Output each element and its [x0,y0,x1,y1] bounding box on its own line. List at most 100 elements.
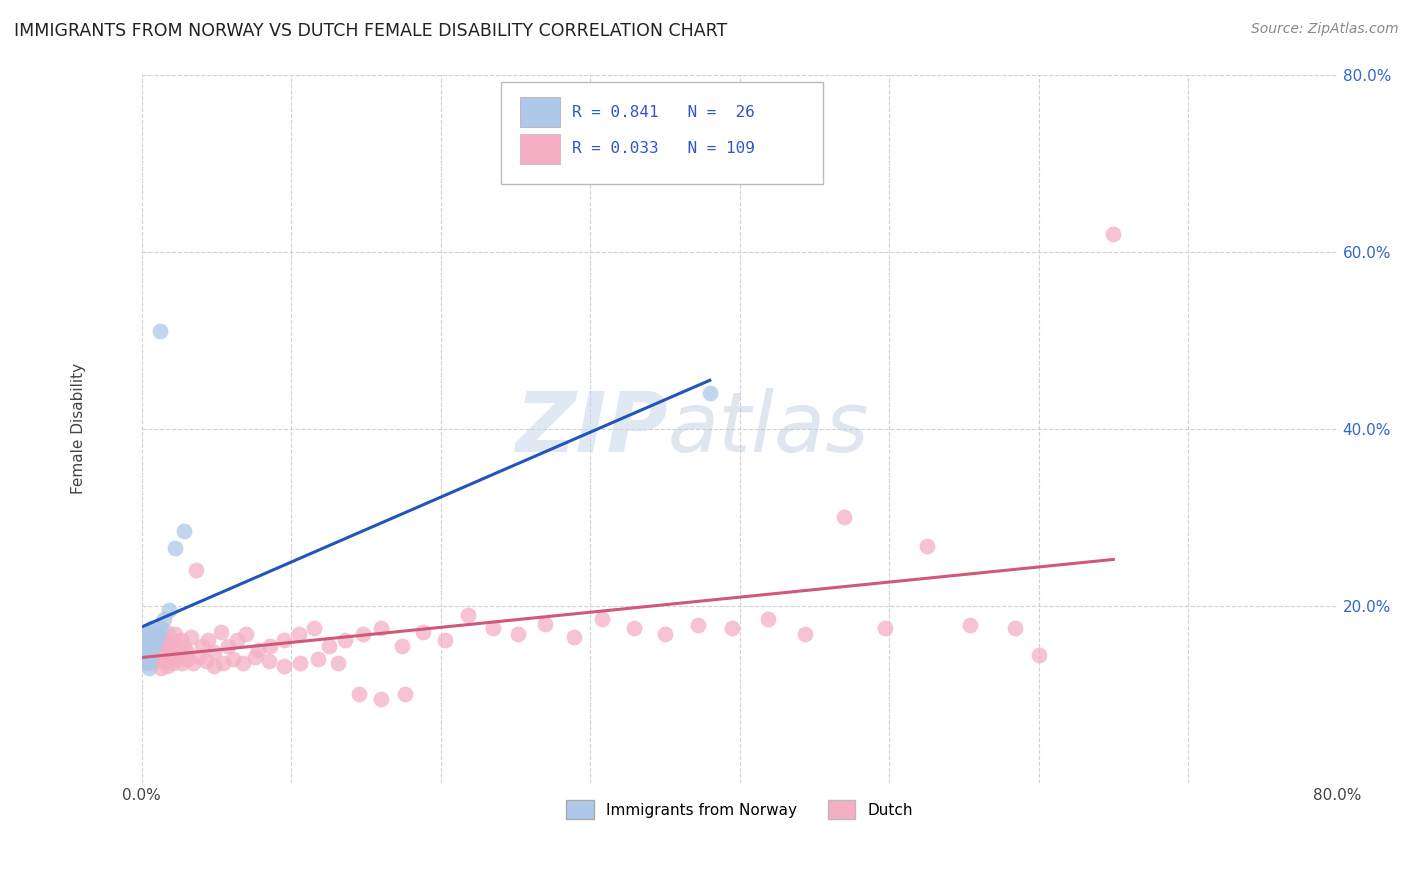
Point [273,659,295,673]
Point [143,627,166,641]
Point [482,621,505,635]
Point [157,603,180,617]
Point [209,625,232,640]
Point [136,625,159,640]
Point [150,661,173,675]
Point [141,636,163,650]
Point [159,639,181,653]
Point [202,659,225,673]
Point [141,630,163,644]
Point [153,654,176,668]
Point [457,607,479,622]
Point [142,643,165,657]
Point [169,632,191,647]
Point [145,645,167,659]
Point [136,650,159,665]
Point [1102,227,1125,241]
Point [134,634,156,648]
Point [160,632,183,647]
Point [135,657,157,671]
Point [150,645,173,659]
Point [153,632,176,647]
Point [138,661,160,675]
Point [915,539,938,553]
Point [132,645,155,659]
Point [352,627,374,641]
Point [138,657,160,671]
Point [654,627,676,641]
Point [148,654,170,668]
Point [141,643,163,657]
Point [699,386,721,401]
Point [166,643,188,657]
Point [623,621,645,635]
Point [247,643,270,657]
Point [163,541,186,556]
Point [134,632,156,647]
Y-axis label: Female Disability: Female Disability [72,363,86,494]
Point [136,652,159,666]
Point [394,688,416,702]
Point [307,652,329,666]
Point [156,625,179,640]
Point [211,657,233,671]
Point [157,645,180,659]
Point [873,621,896,635]
Point [149,324,172,338]
FancyBboxPatch shape [520,134,561,164]
Point [159,652,181,666]
Point [347,688,370,702]
Point [142,621,165,635]
Point [1028,648,1050,662]
FancyBboxPatch shape [501,81,824,185]
Point [1004,621,1026,635]
Point [197,632,219,647]
Point [155,648,177,662]
Point [287,627,309,641]
Text: Source: ZipAtlas.com: Source: ZipAtlas.com [1251,22,1399,37]
Point [333,632,356,647]
Point [132,639,155,653]
Point [134,648,156,662]
Point [132,648,155,662]
Point [195,654,218,668]
Point [302,621,325,635]
Point [176,652,198,666]
Point [434,632,457,647]
Point [370,692,392,706]
Point [135,630,157,644]
Point [135,636,157,650]
Point [235,627,257,641]
Point [150,621,173,635]
Point [139,641,162,656]
Point [138,634,160,648]
Point [218,639,240,653]
Point [149,630,172,644]
Point [156,659,179,673]
Point [148,639,170,653]
Point [226,632,249,647]
Point [134,652,156,666]
Point [135,650,157,665]
Point [162,657,184,671]
Point [245,650,267,665]
Point [142,639,165,653]
Point [172,657,194,671]
Point [135,654,157,668]
Text: R = 0.841   N =  26: R = 0.841 N = 26 [572,104,755,120]
Point [412,625,434,640]
Point [141,648,163,662]
Text: atlas: atlas [668,388,869,469]
Point [139,645,162,659]
Point [562,630,585,644]
Point [139,648,162,662]
Point [173,524,195,538]
Point [290,657,312,671]
Point [959,618,981,632]
Point [259,639,281,653]
Point [232,657,254,671]
Point [143,648,166,662]
Point [181,657,204,671]
Point [187,650,209,665]
Point [152,636,174,650]
